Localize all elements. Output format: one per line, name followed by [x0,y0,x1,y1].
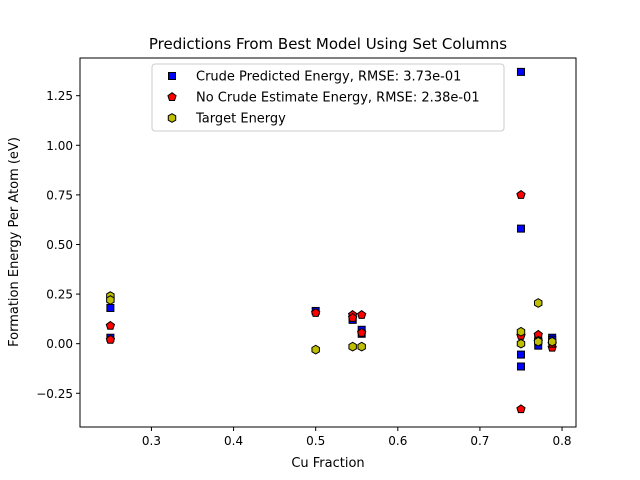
square-data-point [106,303,115,312]
legend-marker-pentagon [167,92,177,101]
axis-ticks: 0.3 0.4 0.5 0.6 0.7 0.8 −0.25 0.00 0.25 0.50 0.75 1… [36,89,571,448]
pentagon-data-point [347,312,358,322]
y-tick-label: 0.00 [46,337,73,351]
hexagon-data-point [534,298,543,308]
pentagon-data-point [356,327,367,337]
hexagon-data-point [516,338,526,349]
hexagon-data-point [534,336,543,347]
legend-label: Crude Predicted Energy, RMSE: 3.73e-01 [196,70,461,85]
pentagon-data-point [105,334,116,344]
x-tick-label: 0.3 [142,434,161,448]
y-axis-label: Formation Energy Per Atom (eV) [7,137,22,347]
y-tick-label: 0.25 [46,288,73,302]
square-data-point [516,362,525,371]
legend: Crude Predicted Energy, RMSE: 3.73e-01 No… [151,63,505,132]
x-tick-label: 0.6 [388,434,407,448]
x-tick-label: 0.8 [552,434,571,448]
legend-label: No Crude Estimate Energy, RMSE: 2.38e-01 [196,91,480,106]
hexagon-data-point [106,295,115,305]
y-tick-label: 0.50 [46,238,73,252]
legend-label: Target Energy [195,112,286,127]
plot-frame [79,57,577,428]
pentagon-data-point [356,309,367,319]
x-axis-label: Cu Fraction [291,456,364,471]
square-data-point [516,224,525,233]
pentagon-data-point [105,320,116,330]
pentagon-data-point [516,404,526,414]
square-data-point [516,67,525,76]
hexagon-data-point [357,341,366,352]
hexagon-data-point [547,336,557,347]
hexagon-data-point [311,344,320,355]
square-data-point [516,350,525,359]
chart-title: Predictions From Best Model Using Set Co… [149,35,507,53]
pentagon-data-point [516,189,526,199]
y-tick-label: 0.75 [46,188,73,202]
y-tick-label: 1.00 [46,139,73,153]
y-tick-label: −0.25 [36,387,73,401]
hexagon-data-point [516,326,526,337]
legend-marker-hexagon [167,113,177,123]
data-points [105,67,557,414]
y-tick-label: 1.25 [46,89,73,103]
pentagon-data-point [311,308,321,317]
hexagon-data-point [348,341,357,352]
legend-box [151,63,505,132]
x-tick-label: 0.4 [224,434,243,448]
legend-marker-square [168,72,176,80]
x-tick-label: 0.5 [306,434,325,448]
x-tick-label: 0.7 [470,434,489,448]
